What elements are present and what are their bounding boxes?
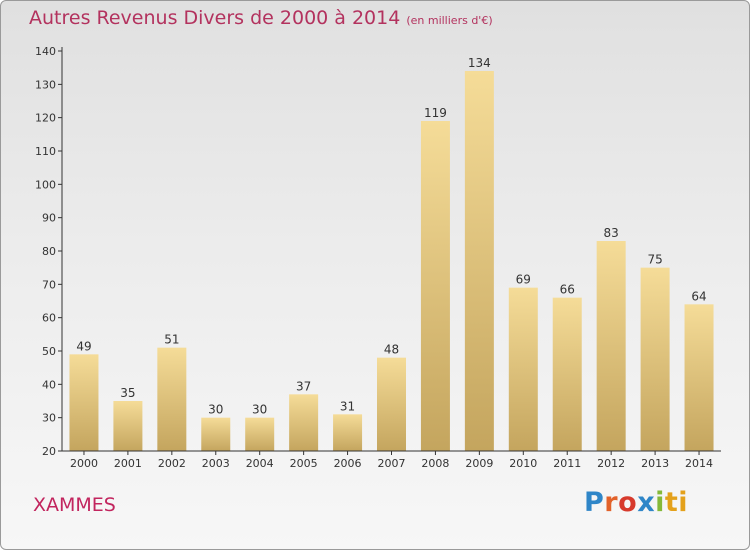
data-label-2000: 49 — [76, 339, 91, 353]
proxiti-logo: Proxiti — [584, 487, 689, 518]
bar-2001 — [113, 401, 143, 451]
y-tick-label: 80 — [42, 245, 56, 258]
data-label-2001: 35 — [120, 386, 135, 400]
data-label-2003: 30 — [208, 403, 223, 417]
data-label-2011: 66 — [560, 283, 575, 297]
y-tick-label: 50 — [42, 345, 56, 358]
bar-2003 — [201, 417, 231, 451]
x-tick-label-2003: 2003 — [202, 457, 230, 470]
data-label-2006: 31 — [340, 399, 355, 413]
bar-2007 — [377, 357, 406, 451]
bar-2011 — [552, 297, 582, 451]
bars — [69, 71, 714, 451]
bar-2009 — [464, 71, 494, 451]
data-label-2004: 30 — [252, 403, 267, 417]
bar-2006 — [333, 414, 363, 451]
y-tick-label: 130 — [35, 78, 56, 91]
x-axis: 2000 2001 2002 2003 2004 2005 2006 2007 2008 2009… — [62, 450, 721, 470]
x-tick-label-2011: 2011 — [553, 457, 581, 470]
bar-2000 — [69, 354, 99, 451]
data-labels: 49 35 51 30 30 37 31 48 119 134 69 66 83 75 64 — [76, 56, 706, 417]
y-tick-label: 70 — [42, 278, 56, 291]
data-label-2007: 48 — [384, 343, 399, 357]
chart-title-text: Autres Revenus Divers de 2000 à 2014 — [29, 7, 401, 29]
bar-2002 — [157, 347, 187, 451]
y-tick-label: 120 — [35, 112, 56, 125]
data-label-2010: 69 — [516, 273, 531, 287]
data-label-2002: 51 — [164, 333, 179, 347]
data-label-2009: 134 — [468, 56, 491, 70]
data-label-2014: 64 — [691, 289, 706, 303]
data-label-2008: 119 — [424, 106, 447, 120]
bar-2010 — [508, 287, 538, 451]
location-name: XAMMES — [33, 494, 116, 516]
x-tick-label-2010: 2010 — [509, 457, 537, 470]
x-tick-label-2009: 2009 — [465, 457, 493, 470]
bar-2004 — [245, 417, 275, 451]
x-tick-label-2002: 2002 — [158, 457, 186, 470]
y-tick-label: 100 — [35, 178, 56, 191]
y-tick-label: 40 — [42, 378, 56, 391]
y-tick-label: 90 — [42, 212, 56, 225]
x-tick-label-2005: 2005 — [290, 457, 318, 470]
y-tick-label: 140 — [35, 45, 56, 58]
chart-subtitle: (en milliers d'€) — [406, 14, 493, 27]
data-label-2013: 75 — [647, 253, 662, 267]
data-label-2005: 37 — [296, 379, 311, 393]
bar-2005 — [289, 394, 319, 451]
chart-title: Autres Revenus Divers de 2000 à 2014 (en … — [29, 7, 493, 29]
y-axis: 20 30 40 50 60 70 80 90 100 110 120 130 140 — [35, 45, 63, 458]
bar-2013 — [640, 267, 670, 451]
y-tick-label: 110 — [35, 145, 56, 158]
y-tick-label: 30 — [42, 412, 56, 425]
x-tick-label-2007: 2007 — [378, 457, 406, 470]
x-tick-label-2006: 2006 — [334, 457, 362, 470]
bar-2008 — [420, 121, 450, 451]
x-tick-label-2000: 2000 — [70, 457, 98, 470]
x-tick-label-2012: 2012 — [597, 457, 625, 470]
x-tick-label-2001: 2001 — [114, 457, 142, 470]
y-tick-label: 20 — [42, 445, 56, 458]
data-label-2012: 83 — [604, 226, 619, 240]
y-tick-label: 60 — [42, 312, 56, 325]
x-tick-label-2008: 2008 — [421, 457, 449, 470]
x-tick-label-2013: 2013 — [641, 457, 669, 470]
bar-2014 — [684, 304, 714, 451]
x-tick-label-2014: 2014 — [685, 457, 713, 470]
x-tick-label-2004: 2004 — [246, 457, 274, 470]
bar-2012 — [596, 241, 626, 451]
